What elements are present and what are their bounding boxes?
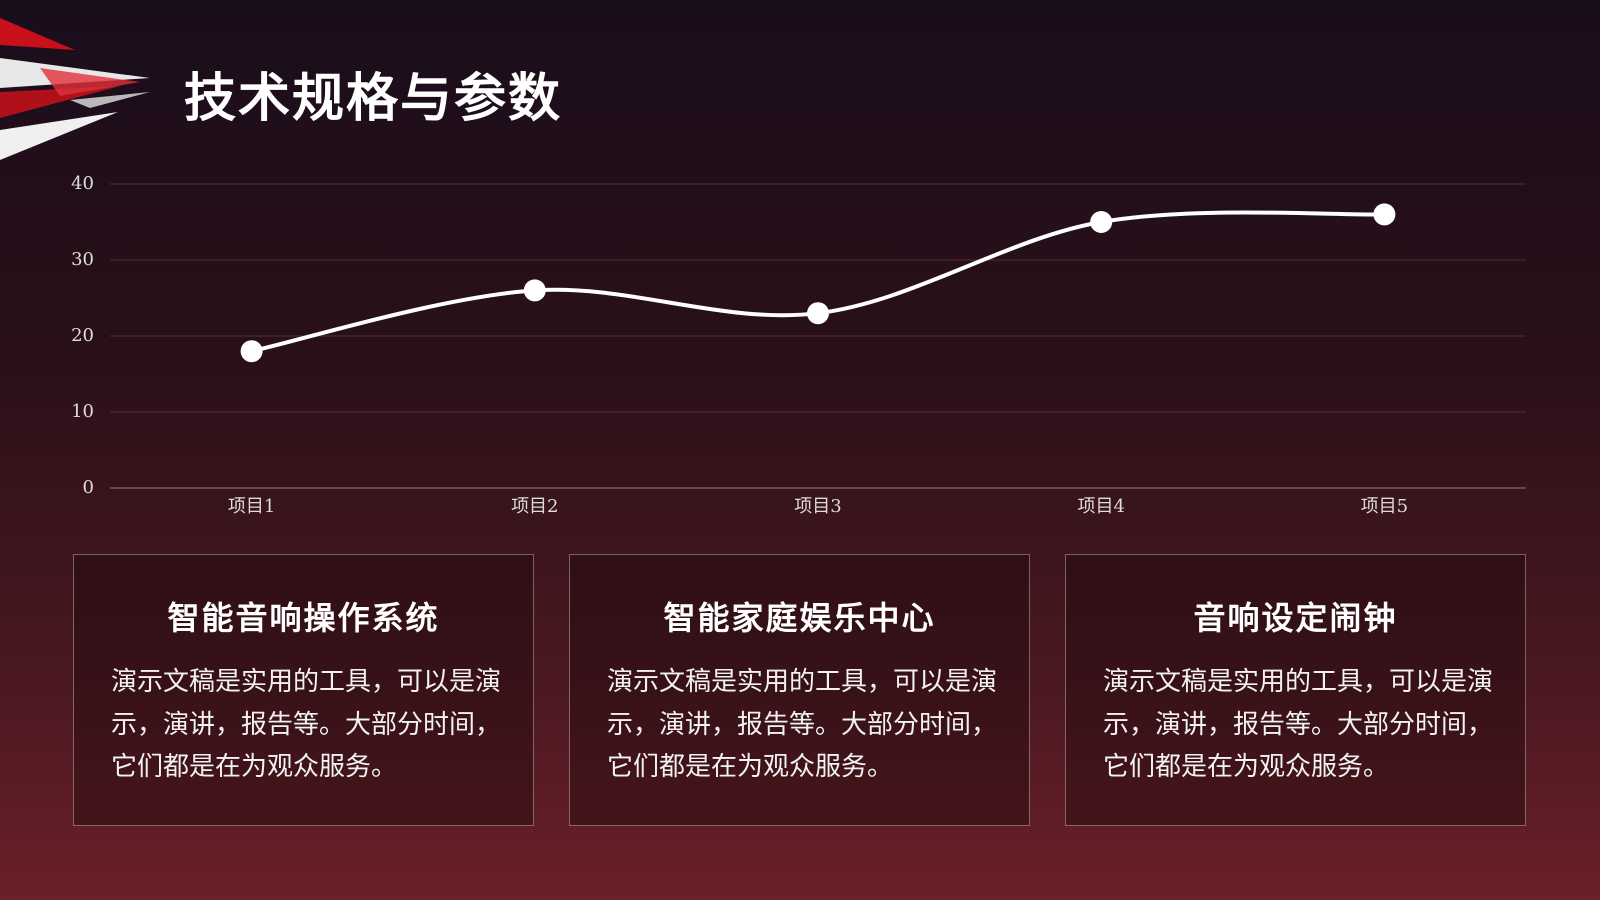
- x-tick-label: 项目2: [511, 496, 558, 517]
- y-tick-label: 10: [71, 401, 94, 422]
- decoration: [0, 18, 150, 160]
- line-chart: 0 10 20 30 40 项目1 项目2 项目3 项目4 项目5: [71, 173, 1409, 517]
- card: 智能音响操作系统 演示文稿是实用的工具，可以是演示，演讲，报告等。大部分时间，它…: [73, 554, 534, 826]
- y-tick-label: 0: [83, 477, 94, 498]
- x-tick-label: 项目1: [228, 496, 275, 517]
- slide-title: 技术规格与参数: [184, 69, 563, 129]
- point: [240, 340, 263, 363]
- card-text: 演示文稿是实用的工具，可以是演示，演讲，报告等。大部分时间，它们都是在为观众服务…: [111, 667, 502, 782]
- card-text: 演示文稿是实用的工具，可以是演示，演讲，报告等。大部分时间，它们都是在为观众服务…: [607, 667, 998, 782]
- y-tick-label: 20: [71, 325, 94, 346]
- x-tick-label: 项目3: [794, 496, 841, 517]
- y-tick-label: 40: [71, 173, 94, 194]
- card-title: 智能家庭娱乐中心: [663, 599, 936, 637]
- card: 智能家庭娱乐中心 演示文稿是实用的工具，可以是演示，演讲，报告等。大部分时间，它…: [569, 554, 1030, 826]
- point: [1373, 203, 1396, 226]
- card-text: 演示文稿是实用的工具，可以是演示，演讲，报告等。大部分时间，它们都是在为观众服务…: [1103, 667, 1494, 782]
- point: [523, 279, 546, 302]
- point: [1090, 211, 1113, 233]
- card: 音响设定闹钟 演示文稿是实用的工具，可以是演示，演讲，报告等。大部分时间，它们都…: [1065, 554, 1526, 826]
- card-title: 音响设定闹钟: [1193, 599, 1398, 637]
- x-tick-label: 项目5: [1361, 496, 1408, 517]
- x-tick-label: 项目4: [1077, 496, 1124, 517]
- point: [807, 302, 829, 325]
- card-title: 智能音响操作系统: [167, 599, 440, 637]
- line: [251, 210, 1385, 354]
- y-tick-label: 30: [71, 249, 94, 270]
